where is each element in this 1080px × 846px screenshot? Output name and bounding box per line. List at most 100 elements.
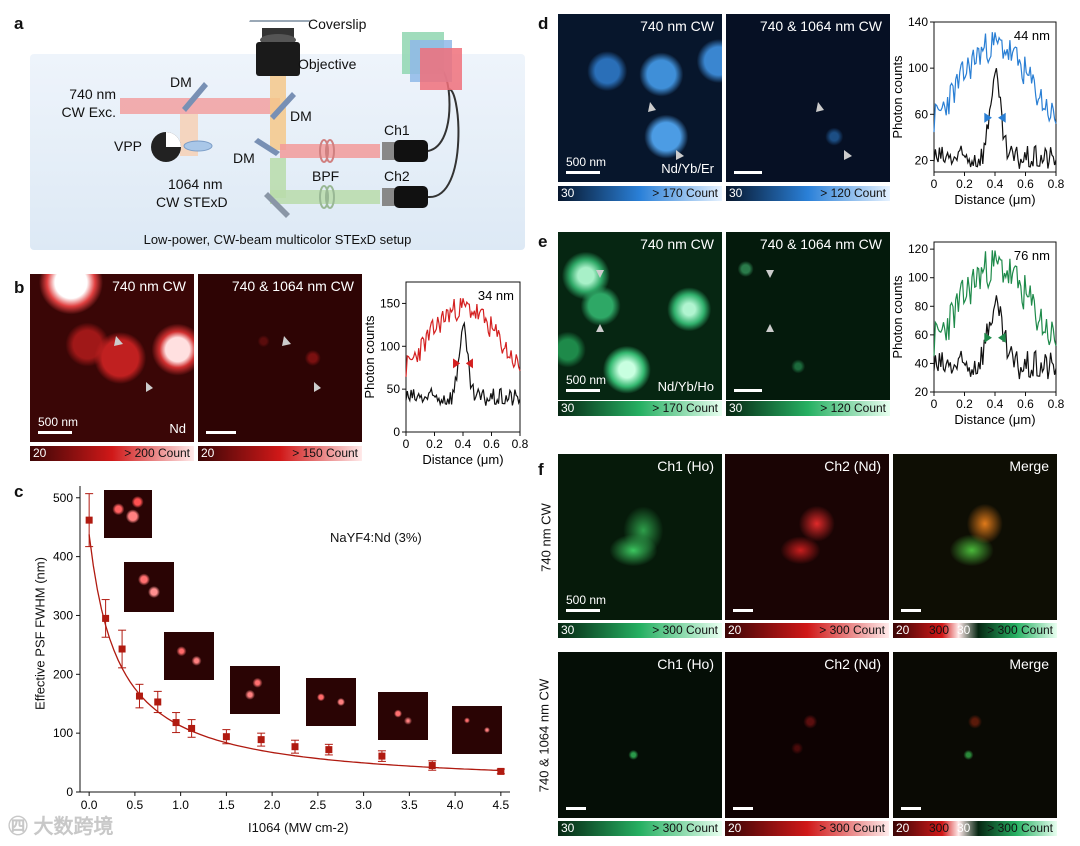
d-profile-ytick-label: 140 [908,15,928,29]
b-profile-chart: 0 0.2 0.4 0.6 0.8 0 50 100 150 Distance (μm) Photo… [362,281,529,467]
c-ytick-label: 200 [53,667,73,681]
d-profile-arrow-left [984,112,992,123]
e-profile-ytick-label: 120 [908,242,928,256]
dm-label-2: DM [290,108,312,124]
ch1-label: Ch1 [384,122,410,138]
e-profile-xtick-label: 0.6 [1017,397,1034,411]
f-row1-ch1: Ch1 (Ho) 500 nm [558,454,722,620]
f-row1-cbar-red: 20 > 300 Count [725,623,889,638]
setup-caption: Low-power, CW-beam multicolor STExD setu… [143,232,412,247]
panel-label-a: a [14,14,24,33]
c-ytick-label: 500 [53,491,73,505]
panel-label-e: e [538,232,548,251]
b-profile-xtick-label: 0.4 [455,437,472,451]
c-ytick-label: 300 [53,608,73,622]
c-ylabel: Effective PSF FWHM (nm) [32,557,48,710]
bpf-label: BPF [312,168,340,184]
e-profile-ytick-label: 100 [908,271,928,285]
setup-optics [120,20,462,218]
e-colorbar-right: 30 > 120 Count [726,401,890,416]
e-profile-series-1 [933,295,1057,380]
vpp-label: VPP [114,138,143,154]
b-profile-xtick-label: 0.8 [512,437,529,451]
b-profile-ytick-label: 100 [380,339,400,353]
d-colorbar-right: 30 > 120 Count [726,186,890,201]
e-profile-xtick-label: 0.8 [1048,397,1065,411]
c-xtick-label: 1.0 [172,798,189,812]
f-row2-cbar-red: 20 > 300 Count [725,821,889,836]
panel-label-c: c [14,482,24,501]
c-ytick-label: 400 [53,550,73,564]
b-profile-ytick-label: 50 [387,382,401,396]
d-profile-arrow-right [998,112,1006,123]
c-data-point [188,724,196,732]
e-profile-fwhm-annotation: 76 nm [1014,248,1050,263]
f-row2-ch2: Ch2 (Nd) [725,652,889,818]
c-xtick-label: 3.0 [355,798,372,812]
mirror [264,192,290,218]
b-profile-fwhm-annotation: 34 nm [478,288,514,303]
e-profile-plot-frame [933,241,1057,393]
c-xlabel: I1064 (MW cm-2) [248,820,349,835]
exc-label-2: CW Exc. [61,104,116,120]
c-xtick-label: 4.5 [493,798,510,812]
ch1-detector [394,140,428,162]
panel-label-d: d [538,14,549,33]
d-profile-ytick-label: 60 [915,107,929,121]
b-profile-ytick-label: 0 [393,425,400,439]
d-profile-ytick-label: 20 [915,153,929,167]
e-profile-ylabel: Photon counts [890,275,905,359]
bpf-1 [319,139,329,163]
c-xtick-label: 2.0 [264,798,281,812]
c-xtick-label: 0.0 [81,798,98,812]
d-image-740: 740 nm CW Nd/Yb/Er 500 nm [558,14,722,182]
d-profile-ytick-label: 100 [908,61,928,75]
sted-label-2: CW STExD [156,194,228,210]
b-profile-ytick-label: 150 [380,296,400,310]
objective-body [256,42,300,76]
d-profile-xtick-label: 0.6 [1017,177,1034,191]
panel-label-f: f [538,460,544,479]
b-profile-series-1 [405,321,521,407]
e-profile-series-0 [933,250,1057,357]
b-profile-ylabel: Photon counts [362,315,377,399]
c-data-point [85,516,93,524]
sted-label: 1064 nm [168,176,223,192]
d-profile-xtick-label: 0.8 [1048,177,1065,191]
d-profile-chart: 0 0.2 0.4 0.6 0.8 20 60 100 140 Distance (μm) Phot… [890,15,1065,207]
e-image-740: 740 nm CW Nd/Yb/Ho 500 nm [558,232,722,400]
c-data-point [135,692,143,700]
d-colorbar-left: 30 > 170 Count [558,186,722,201]
coverslip-shape [249,20,313,22]
d-profile-series-0 [933,32,1057,133]
monitor-red [420,48,462,90]
ch2-detector [394,186,428,208]
b-profile-xtick-label: 0.6 [483,437,500,451]
dm-1 [182,82,208,112]
e-profile-xlabel: Distance (μm) [954,412,1035,427]
b-profile-arrow-left [453,358,461,369]
c-data-point [102,614,110,622]
exc-label: 740 nm [69,86,116,102]
b-colorbar-left: 20 > 200 Count [30,446,194,461]
d-profile-xtick-label: 0.2 [956,177,973,191]
d-profile-xtick-label: 0 [931,177,938,191]
e-image-sted: 740 & 1064 nm CW [726,232,890,400]
c-inset-3 [164,632,214,680]
e-profile-arrow-right [998,332,1006,343]
d-profile-xtick-label: 0.4 [987,177,1004,191]
d-profile-xlabel: Distance (μm) [954,192,1035,207]
e-profile-ytick-label: 60 [915,328,929,342]
c-data-point [222,733,230,741]
b-colorbar-right: 20 > 150 Count [198,446,362,461]
panel-label-b: b [14,278,25,297]
e-colorbar-left: 30 > 170 Count [558,401,722,416]
d-profile-fwhm-annotation: 44 nm [1014,28,1050,43]
b-profile-xlabel: Distance (μm) [422,452,503,467]
c-xtick-label: 4.0 [447,798,464,812]
bpf-2 [319,185,329,209]
b-profile-series-0 [405,298,521,377]
e-profile-chart: 0 0.2 0.4 0.6 0.8 20 40 60 80 100 120 Distance (μm)… [890,241,1065,427]
c-data-point [118,645,126,653]
c-xtick-label: 2.5 [310,798,327,812]
